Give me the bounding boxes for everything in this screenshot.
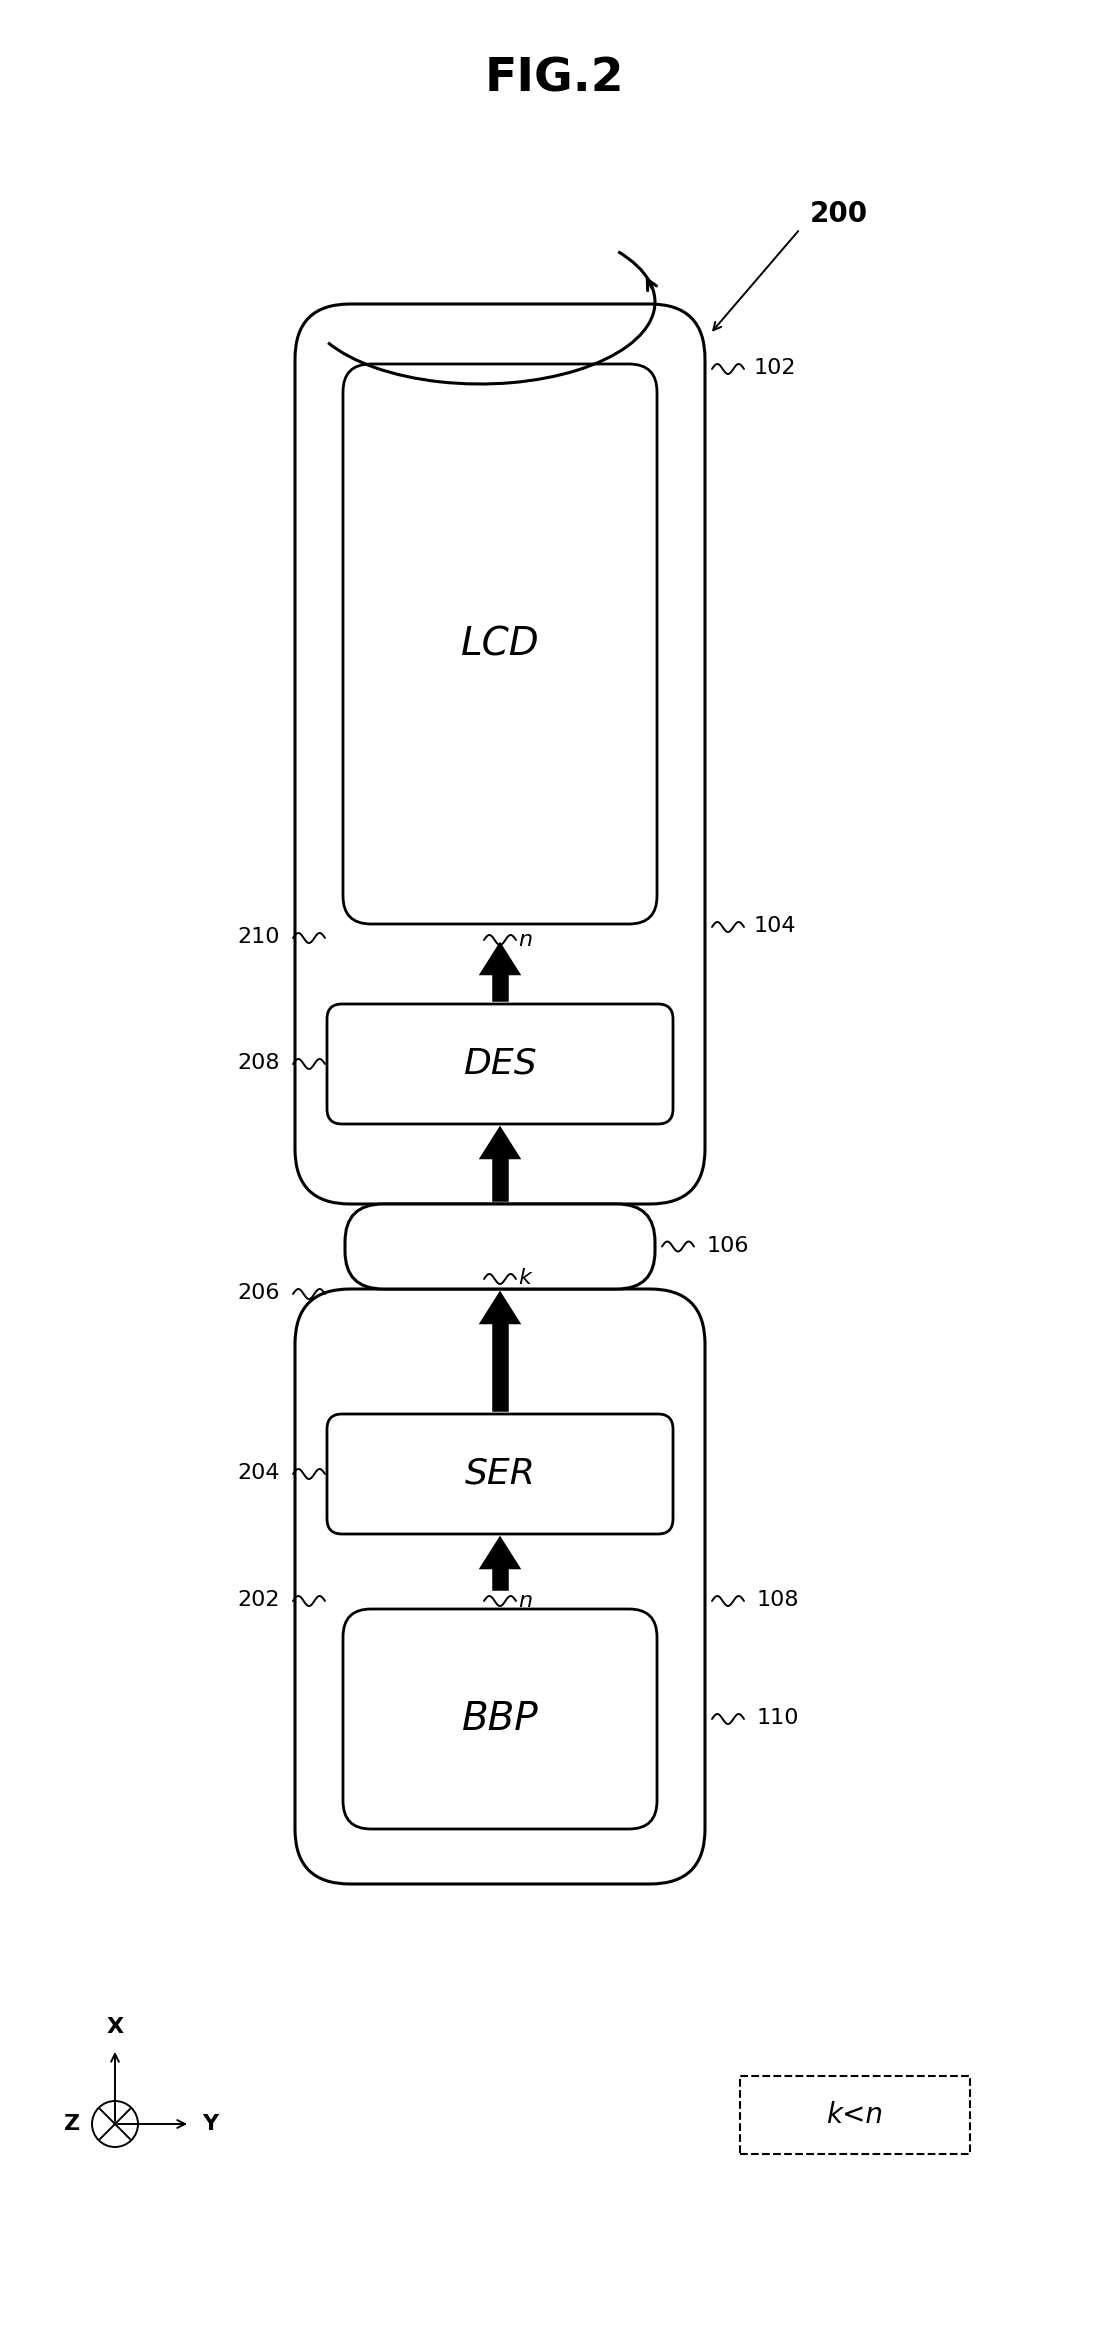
Polygon shape bbox=[481, 1127, 519, 1158]
Polygon shape bbox=[493, 973, 506, 999]
Text: 104: 104 bbox=[755, 915, 797, 936]
Polygon shape bbox=[493, 1158, 506, 1200]
Polygon shape bbox=[481, 1293, 519, 1323]
FancyBboxPatch shape bbox=[295, 303, 705, 1204]
Polygon shape bbox=[493, 1568, 506, 1589]
Text: BBP: BBP bbox=[462, 1699, 538, 1739]
Text: 200: 200 bbox=[810, 201, 869, 229]
Text: 206: 206 bbox=[237, 1284, 280, 1302]
Text: n: n bbox=[519, 1592, 532, 1610]
FancyBboxPatch shape bbox=[343, 364, 657, 924]
Text: DES: DES bbox=[463, 1048, 536, 1081]
Text: 210: 210 bbox=[237, 927, 280, 948]
Text: Y: Y bbox=[202, 2115, 218, 2133]
FancyBboxPatch shape bbox=[343, 1608, 657, 1830]
FancyBboxPatch shape bbox=[295, 1288, 705, 1884]
Text: k<n: k<n bbox=[827, 2101, 883, 2129]
Text: 102: 102 bbox=[755, 357, 797, 378]
Text: 204: 204 bbox=[237, 1463, 280, 1482]
Polygon shape bbox=[481, 943, 519, 973]
FancyBboxPatch shape bbox=[327, 1004, 673, 1125]
FancyBboxPatch shape bbox=[327, 1414, 673, 1533]
Polygon shape bbox=[481, 1538, 519, 1568]
Text: SER: SER bbox=[464, 1456, 535, 1491]
FancyBboxPatch shape bbox=[345, 1204, 655, 1288]
Text: Z: Z bbox=[64, 2115, 80, 2133]
Text: 208: 208 bbox=[237, 1053, 280, 1074]
Text: 106: 106 bbox=[707, 1235, 749, 1256]
Text: FIG.2: FIG.2 bbox=[484, 56, 624, 100]
Text: 110: 110 bbox=[757, 1708, 800, 1727]
Text: X: X bbox=[106, 2017, 124, 2038]
Text: n: n bbox=[519, 929, 532, 950]
Polygon shape bbox=[493, 1323, 506, 1410]
Text: LCD: LCD bbox=[461, 626, 540, 663]
Text: 108: 108 bbox=[757, 1589, 800, 1610]
Text: 202: 202 bbox=[237, 1589, 280, 1610]
Text: k: k bbox=[519, 1267, 531, 1288]
Bar bbox=[740, 2075, 970, 2154]
